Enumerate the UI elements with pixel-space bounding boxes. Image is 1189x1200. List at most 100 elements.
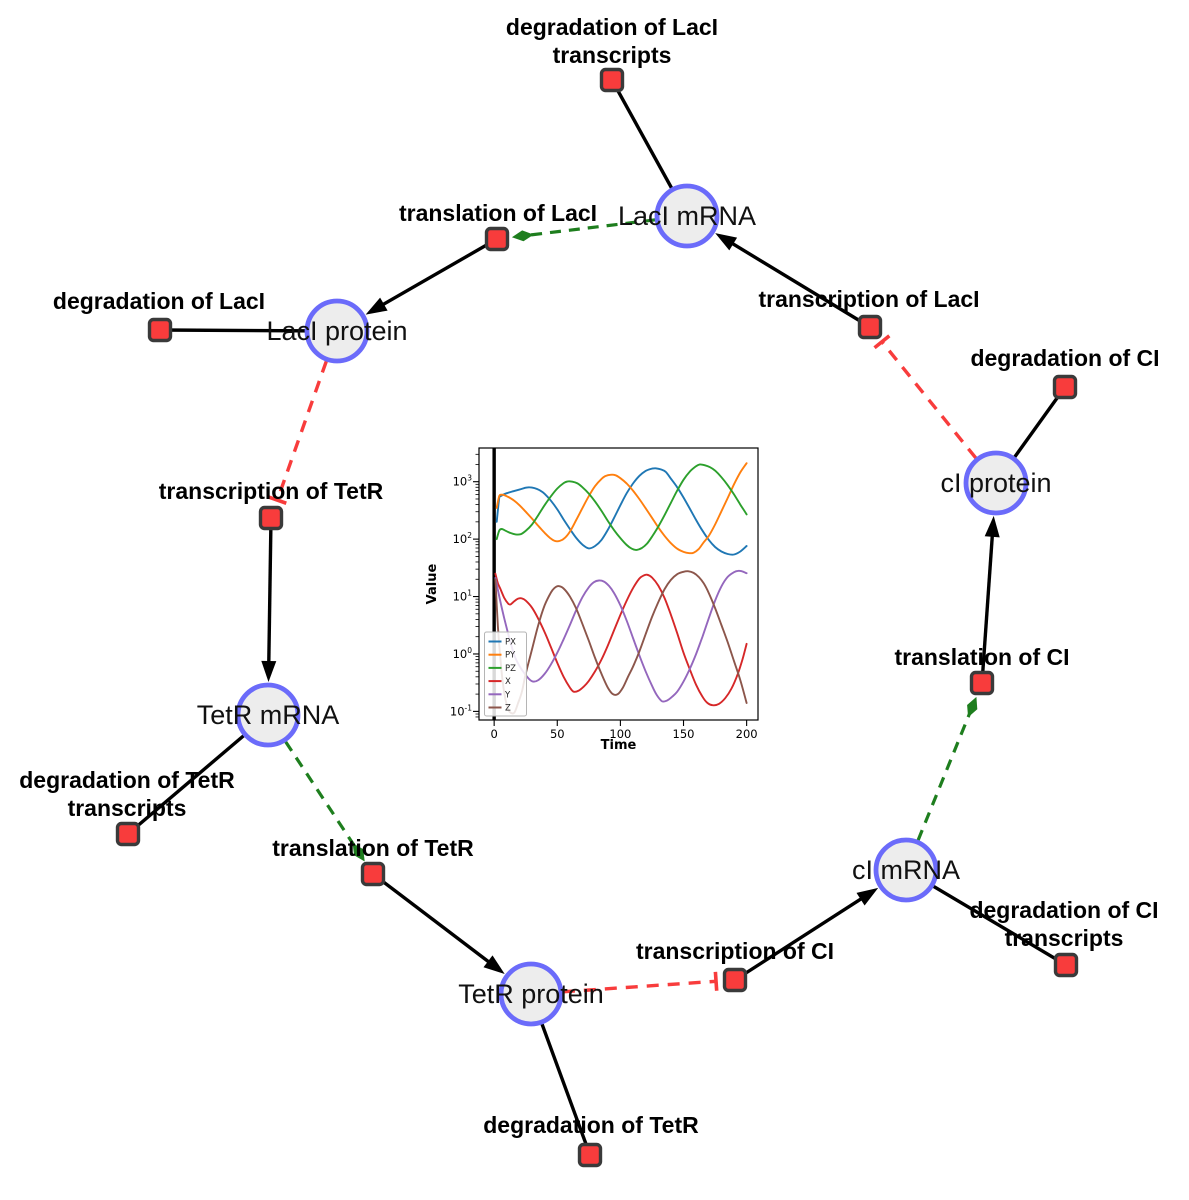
y-tick-label: 101 [453, 589, 473, 604]
reaction-label-transl-laci: translation of LacI [399, 200, 597, 226]
x-tick-label: 100 [609, 727, 631, 741]
edge-tetr-protein-to-txn-ci-tee-icon [713, 971, 719, 991]
series-line-PY [495, 462, 748, 555]
reaction-nodes-layer [115, 67, 1079, 1168]
reaction-node-deg-ci [1052, 374, 1078, 400]
edge-tetr-protein-to-txn-ci [562, 979, 717, 994]
reaction-label-txn-ci: transcription of CI [636, 938, 834, 964]
y-tick-label: 10-1 [450, 703, 472, 718]
y-tick-exponent: 0 [467, 646, 472, 655]
edge-tetr-mrna-to-transl-tetr-diamond-icon [352, 843, 365, 862]
species-node-tetr-mrna [235, 682, 301, 748]
edge-ci-protein-to-txn-laci [880, 340, 978, 460]
reaction-label-deg-ci: degradation of CI [970, 345, 1159, 371]
y-tick-label: 102 [453, 531, 473, 546]
edge-ci-mrna-to-transl-ci [916, 712, 972, 841]
edge-txn-ci-to-ci-mrna-arrowhead-icon [856, 887, 879, 906]
edge-transl-tetr-to-tetr-protein [371, 872, 497, 969]
edge-transl-laci-to-laci-protein-arrowhead-icon [365, 297, 388, 315]
series-line-PZ [495, 463, 748, 551]
x-tick-label: 200 [736, 727, 758, 741]
y-tick-base: 10 [453, 475, 468, 489]
reaction-label-deg-ci-tx: degradation of CI [969, 897, 1158, 923]
edge-txn-ci-to-ci-mrna [734, 892, 870, 982]
edge-transl-ci-to-ci-protein [980, 527, 995, 684]
y-tick-exponent: 2 [467, 531, 472, 540]
reaction-node-deg-tetr [577, 1142, 603, 1168]
reaction-node-txn-ci [722, 967, 748, 993]
labels-layer: degradation of LacItranscriptstranslatio… [19, 14, 1159, 1138]
x-tick-label: 150 [673, 727, 695, 741]
edge-laci-protein-to-txn-tetr-tee-icon [267, 495, 287, 505]
series-line-PX [495, 467, 748, 556]
legend-label: PY [505, 651, 516, 661]
edge-ci-mrna-to-transl-ci-diamond-icon [967, 696, 978, 718]
y-tick-exponent: 1 [467, 589, 472, 598]
legend-label: Z [505, 704, 511, 714]
edge-txn-tetr-to-tetr-mrna [266, 517, 273, 671]
edge-laci-mrna-to-transl-laci-diamond-icon [511, 230, 534, 242]
species-node-laci-protein [304, 298, 370, 364]
y-tick-exponent: 3 [467, 474, 472, 483]
edge-transl-tetr-to-tetr-protein-arrowhead-icon [483, 955, 505, 974]
species-label-ci-mrna: cI mRNA [852, 855, 960, 885]
inset-chart: 0 50 100 150 20010-1100101102103PXPYPZXYZTim… [425, 447, 759, 753]
reaction-label-deg-laci-tx: transcripts [553, 42, 672, 68]
y-tick-base: 10 [453, 590, 468, 604]
edge-laci-protein-to-txn-tetr [275, 360, 328, 501]
legend-label: PX [505, 638, 516, 648]
reaction-label-txn-laci: transcription of LacI [758, 286, 979, 312]
species-node-tetr-protein [498, 961, 564, 1027]
y-tick-base: 10 [453, 647, 468, 661]
y-tick-base: 10 [453, 532, 468, 546]
species-label-ci-protein: cI protein [940, 468, 1051, 498]
legend-label: X [505, 677, 511, 687]
reaction-node-deg-laci-tx [599, 67, 625, 93]
reaction-label-deg-tetr-tx: transcripts [68, 795, 187, 821]
reaction-node-deg-tetr-tx [115, 821, 141, 847]
reaction-node-deg-laci [147, 317, 173, 343]
species-nodes-layer [235, 183, 1029, 1027]
edge-ci-protein-to-txn-laci-tee-icon [873, 334, 891, 350]
reaction-node-txn-laci [857, 314, 883, 340]
y-tick-label: 103 [453, 474, 473, 489]
reaction-label-transl-tetr: translation of TetR [272, 835, 474, 861]
reaction-label-deg-laci-tx: degradation of LacI [506, 14, 718, 40]
series-line-X [494, 572, 748, 707]
edge-laci-mrna-to-transl-laci [529, 218, 656, 237]
chart-legend: PX PY PZ XYZ [484, 631, 527, 717]
legend-label: PZ [505, 664, 516, 674]
species-label-tetr-mrna: TetR mRNA [197, 700, 340, 730]
y-tick-exponent: -1 [465, 703, 473, 712]
x-tick-label: 50 [550, 727, 565, 741]
reaction-node-txn-tetr [258, 505, 284, 531]
plot-frame [478, 447, 759, 721]
reaction-label-deg-tetr-tx: degradation of TetR [19, 767, 235, 793]
reaction-label-deg-tetr: degradation of TetR [483, 1112, 699, 1138]
species-node-laci-mrna [654, 183, 720, 249]
species-label-laci-mrna: LacI mRNA [618, 201, 756, 231]
reaction-node-deg-ci-tx [1053, 952, 1079, 978]
edge-txn-laci-to-laci-mrna-arrowhead-icon [715, 233, 738, 251]
edge-transl-ci-to-ci-protein-arrowhead-icon [984, 515, 1000, 538]
reaction-label-transl-ci: translation of CI [894, 644, 1069, 670]
edge-txn-tetr-to-tetr-mrna-arrowhead-icon [261, 660, 277, 682]
x-axis-title: Time [601, 738, 637, 753]
edge-tetr-mrna-to-transl-tetr [284, 740, 357, 848]
species-label-tetr-protein: TetR protein [458, 979, 604, 1009]
legend-label: Y [504, 690, 511, 700]
edge-transl-laci-to-laci-protein [375, 237, 498, 311]
series-line-Y [494, 569, 748, 703]
reaction-node-transl-ci [969, 670, 995, 696]
species-node-ci-mrna [873, 837, 939, 903]
edge-txn-laci-to-laci-mrna [724, 237, 871, 329]
reaction-node-transl-laci [484, 226, 510, 252]
y-tick-base: 10 [450, 704, 465, 718]
reaction-label-txn-tetr: transcription of TetR [159, 478, 384, 504]
reaction-label-deg-laci: degradation of LacI [53, 288, 265, 314]
series-line-Z [494, 570, 748, 715]
species-node-ci-protein [963, 450, 1029, 516]
reaction-node-transl-tetr [360, 861, 386, 887]
